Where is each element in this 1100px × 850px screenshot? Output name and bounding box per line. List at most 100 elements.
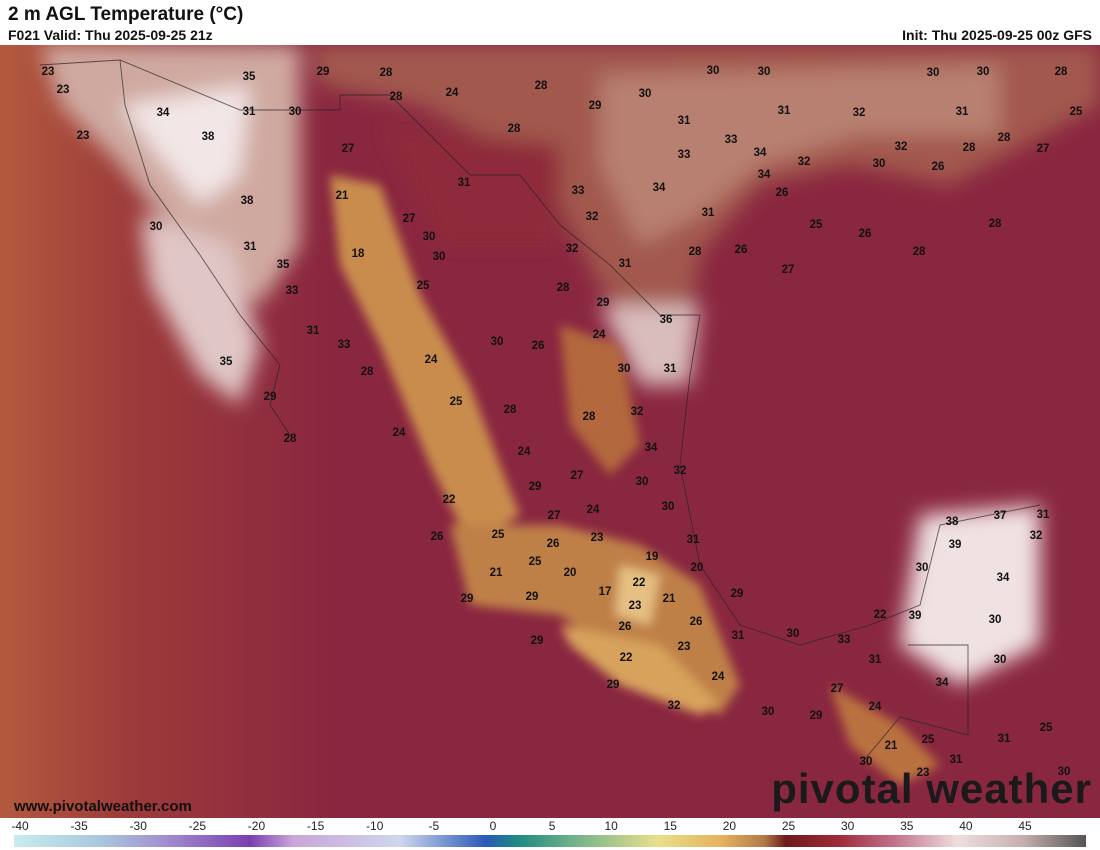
temperature-label: 29 bbox=[529, 481, 542, 493]
temperature-label: 28 bbox=[583, 411, 596, 423]
temperature-label: 23 bbox=[678, 641, 691, 653]
website: www.pivotalweather.com bbox=[14, 798, 192, 815]
valid-time: F021 Valid: Thu 2025-09-25 21z bbox=[8, 27, 213, 43]
temperature-label: 28 bbox=[361, 366, 374, 378]
temperature-label: 32 bbox=[798, 156, 811, 168]
temperature-label: 26 bbox=[547, 538, 560, 550]
temperature-label: 20 bbox=[564, 567, 577, 579]
temperature-label: 30 bbox=[150, 221, 163, 233]
temperature-label: 26 bbox=[776, 187, 789, 199]
temperature-label: 29 bbox=[607, 679, 620, 691]
temperature-label: 30 bbox=[289, 106, 302, 118]
temperature-label: 25 bbox=[1070, 106, 1083, 118]
temperature-label: 34 bbox=[758, 169, 771, 181]
temperature-label: 29 bbox=[317, 66, 330, 78]
temperature-label: 24 bbox=[446, 87, 459, 99]
temperature-label: 30 bbox=[662, 501, 675, 513]
temperature-label: 23 bbox=[77, 130, 90, 142]
temperature-label: 26 bbox=[932, 161, 945, 173]
temperature-label: 31 bbox=[778, 105, 791, 117]
temperature-label: 29 bbox=[264, 391, 277, 403]
temperature-label: 30 bbox=[873, 158, 886, 170]
temperature-label: 29 bbox=[597, 297, 610, 309]
temperature-label: 38 bbox=[202, 131, 215, 143]
temperature-label: 28 bbox=[989, 218, 1002, 230]
colorbar-tick-label: 5 bbox=[549, 819, 556, 833]
temperature-label: 30 bbox=[491, 336, 504, 348]
temperature-label: 33 bbox=[338, 339, 351, 351]
temperature-label: 24 bbox=[518, 446, 531, 458]
temperature-label: 30 bbox=[1058, 766, 1071, 778]
temperature-label: 30 bbox=[758, 66, 771, 78]
temperature-label: 25 bbox=[529, 556, 542, 568]
temperature-label: 32 bbox=[674, 465, 687, 477]
temperature-label: 32 bbox=[1030, 530, 1043, 542]
temperature-label: 19 bbox=[646, 551, 659, 563]
temperature-label: 27 bbox=[782, 264, 795, 276]
temperature-label: 26 bbox=[690, 616, 703, 628]
colorbar-tick-label: 35 bbox=[900, 819, 914, 833]
colorbar-tick-label: 40 bbox=[959, 819, 973, 833]
temperature-label: 34 bbox=[653, 182, 666, 194]
colorbar-tick-label: 0 bbox=[490, 819, 497, 833]
temperature-label: 33 bbox=[678, 149, 691, 161]
temperature-label: 27 bbox=[342, 143, 355, 155]
temperature-label: 25 bbox=[417, 280, 430, 292]
temperature-label: 21 bbox=[490, 567, 503, 579]
temperature-label: 33 bbox=[725, 134, 738, 146]
temperature-label: 33 bbox=[572, 185, 585, 197]
temperature-label: 24 bbox=[712, 671, 725, 683]
temperature-label: 30 bbox=[927, 67, 940, 79]
temperature-label: 29 bbox=[731, 588, 744, 600]
temperature-label: 21 bbox=[663, 593, 676, 605]
colorbar-tick-label: -5 bbox=[428, 819, 439, 833]
temperature-label: 29 bbox=[526, 591, 539, 603]
temperature-label: 38 bbox=[946, 516, 959, 528]
temperature-label: 27 bbox=[403, 213, 416, 225]
temperature-label: 31 bbox=[619, 258, 632, 270]
temperature-label: 28 bbox=[998, 132, 1011, 144]
temperature-label: 26 bbox=[735, 244, 748, 256]
temperature-label: 22 bbox=[443, 494, 456, 506]
temperature-label: 26 bbox=[859, 228, 872, 240]
temperature-label: 27 bbox=[548, 510, 561, 522]
temperature-label: 31 bbox=[998, 733, 1011, 745]
colorbar-tick-label: 30 bbox=[841, 819, 855, 833]
temperature-label: 31 bbox=[678, 115, 691, 127]
temperature-label: 22 bbox=[633, 577, 646, 589]
temperature-label: 28 bbox=[535, 80, 548, 92]
temperature-label: 30 bbox=[762, 706, 775, 718]
temperature-label: 22 bbox=[620, 652, 633, 664]
temperature-label: 38 bbox=[241, 195, 254, 207]
temperature-label: 22 bbox=[874, 609, 887, 621]
temperature-label: 34 bbox=[936, 677, 949, 689]
map: 23 23 35 29 28 24 28 28 29 30 30 30 30 30 28 25 34 31 30 31… bbox=[0, 45, 1100, 818]
temperature-label: 31 bbox=[869, 654, 882, 666]
temperature-label: 35 bbox=[243, 71, 256, 83]
temperature-label: 27 bbox=[1037, 143, 1050, 155]
colorbar-ticks: -40 -35 -30 -25 -20 -15 -10 -5 0 5 10 15 20 25 30 35 40 4… bbox=[11, 819, 1032, 833]
temperature-label: 25 bbox=[492, 529, 505, 541]
temperature-label: 34 bbox=[645, 442, 658, 454]
temperature-label: 30 bbox=[618, 363, 631, 375]
temperature-label: 25 bbox=[922, 734, 935, 746]
temperature-label: 28 bbox=[390, 91, 403, 103]
temperature-label: 25 bbox=[450, 396, 463, 408]
temperature-label: 28 bbox=[1055, 66, 1068, 78]
temperature-label: 28 bbox=[689, 246, 702, 258]
temperature-label: 31 bbox=[244, 241, 257, 253]
temperature-label: 31 bbox=[687, 534, 700, 546]
temperature-label: 32 bbox=[895, 141, 908, 153]
temperature-label: 25 bbox=[810, 219, 823, 231]
colorbar-tick-label: -35 bbox=[70, 819, 88, 833]
temperature-label: 32 bbox=[566, 243, 579, 255]
colorbar-tick-label: 10 bbox=[604, 819, 618, 833]
temperature-label: 30 bbox=[636, 476, 649, 488]
temperature-label: 30 bbox=[423, 231, 436, 243]
temperature-label: 30 bbox=[994, 654, 1007, 666]
temperature-label: 30 bbox=[989, 614, 1002, 626]
temperature-label: 21 bbox=[885, 740, 898, 752]
colorbar-tick-label: -30 bbox=[130, 819, 148, 833]
temperature-label: 31 bbox=[950, 754, 963, 766]
